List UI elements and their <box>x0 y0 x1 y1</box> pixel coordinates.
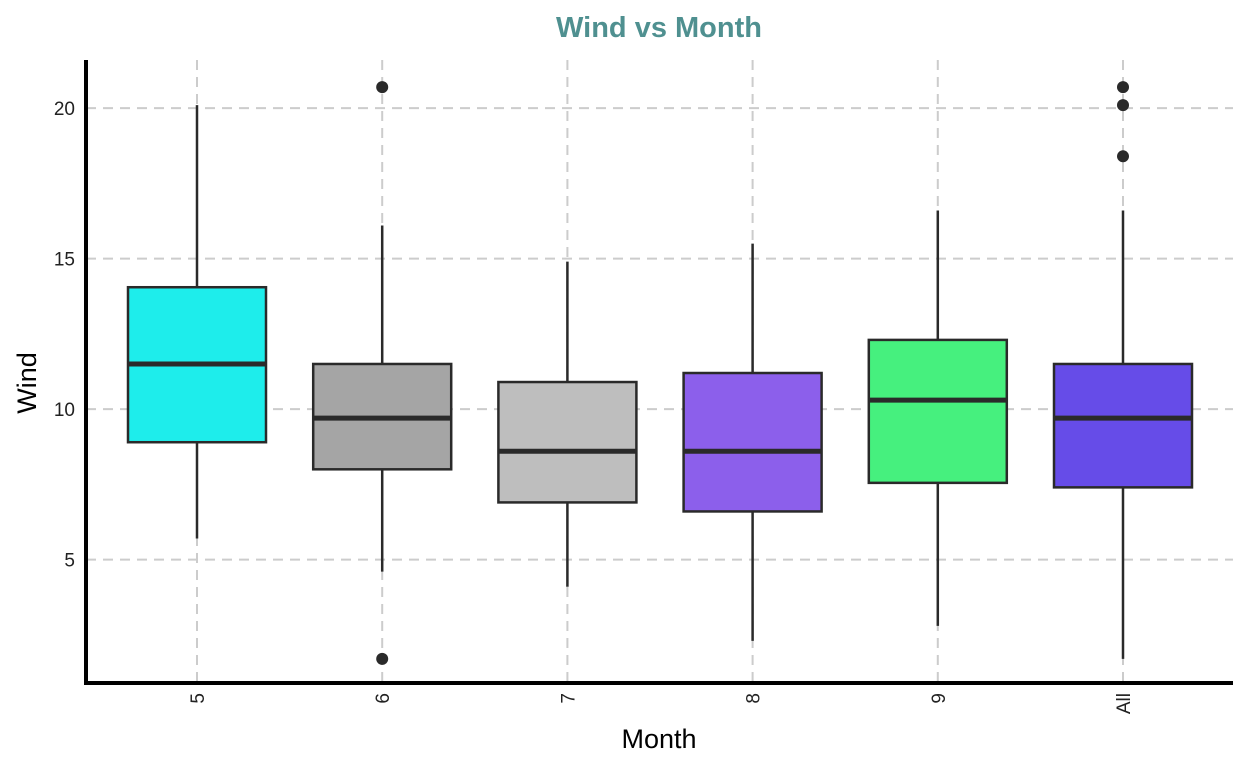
outlier-point <box>376 81 389 94</box>
box-7 <box>497 261 638 587</box>
box-iqr <box>1052 362 1194 489</box>
outlier-point <box>376 652 389 665</box>
x-axis-title: Month <box>621 724 696 754</box>
y-tick-label: 5 <box>64 551 75 572</box>
outlier-point <box>1117 150 1129 163</box>
box-iqr <box>682 371 823 513</box>
box-5 <box>126 105 268 539</box>
tick-labels: 5 10 15 20 5 6 7 8 9 All <box>54 99 1135 714</box>
outlier-point <box>1117 99 1129 112</box>
y-tick-label: 15 <box>54 250 75 271</box>
box-8 <box>682 243 823 641</box>
x-tick-label: 5 <box>188 693 209 704</box>
axes <box>84 60 1233 685</box>
box-9 <box>867 210 1009 626</box>
y-axis-title: Wind <box>12 352 42 414</box>
y-tick-label: 10 <box>54 400 75 421</box>
x-tick-label: 6 <box>373 693 394 704</box>
chart-title: Wind vs Month <box>556 12 762 44</box>
box-iqr <box>497 380 638 504</box>
x-tick-label: 7 <box>558 693 579 704</box>
y-tick-label: 20 <box>54 99 75 120</box>
boxes <box>126 81 1194 665</box>
box-6 <box>311 81 453 665</box>
x-tick-label: All <box>1114 693 1135 714</box>
x-tick-label: 9 <box>929 693 950 704</box>
outlier-point <box>1117 81 1129 94</box>
box-All <box>1052 81 1194 659</box>
x-tick-label: 8 <box>744 693 765 704</box>
box-iqr <box>867 338 1009 485</box>
